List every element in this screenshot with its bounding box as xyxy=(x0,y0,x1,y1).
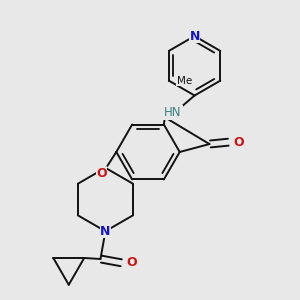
Text: N: N xyxy=(189,30,200,43)
Text: Me: Me xyxy=(177,76,192,85)
Text: HN: HN xyxy=(164,106,182,119)
Text: N: N xyxy=(100,225,111,238)
Text: O: O xyxy=(96,167,107,180)
Text: O: O xyxy=(126,256,137,269)
Text: O: O xyxy=(233,136,244,148)
